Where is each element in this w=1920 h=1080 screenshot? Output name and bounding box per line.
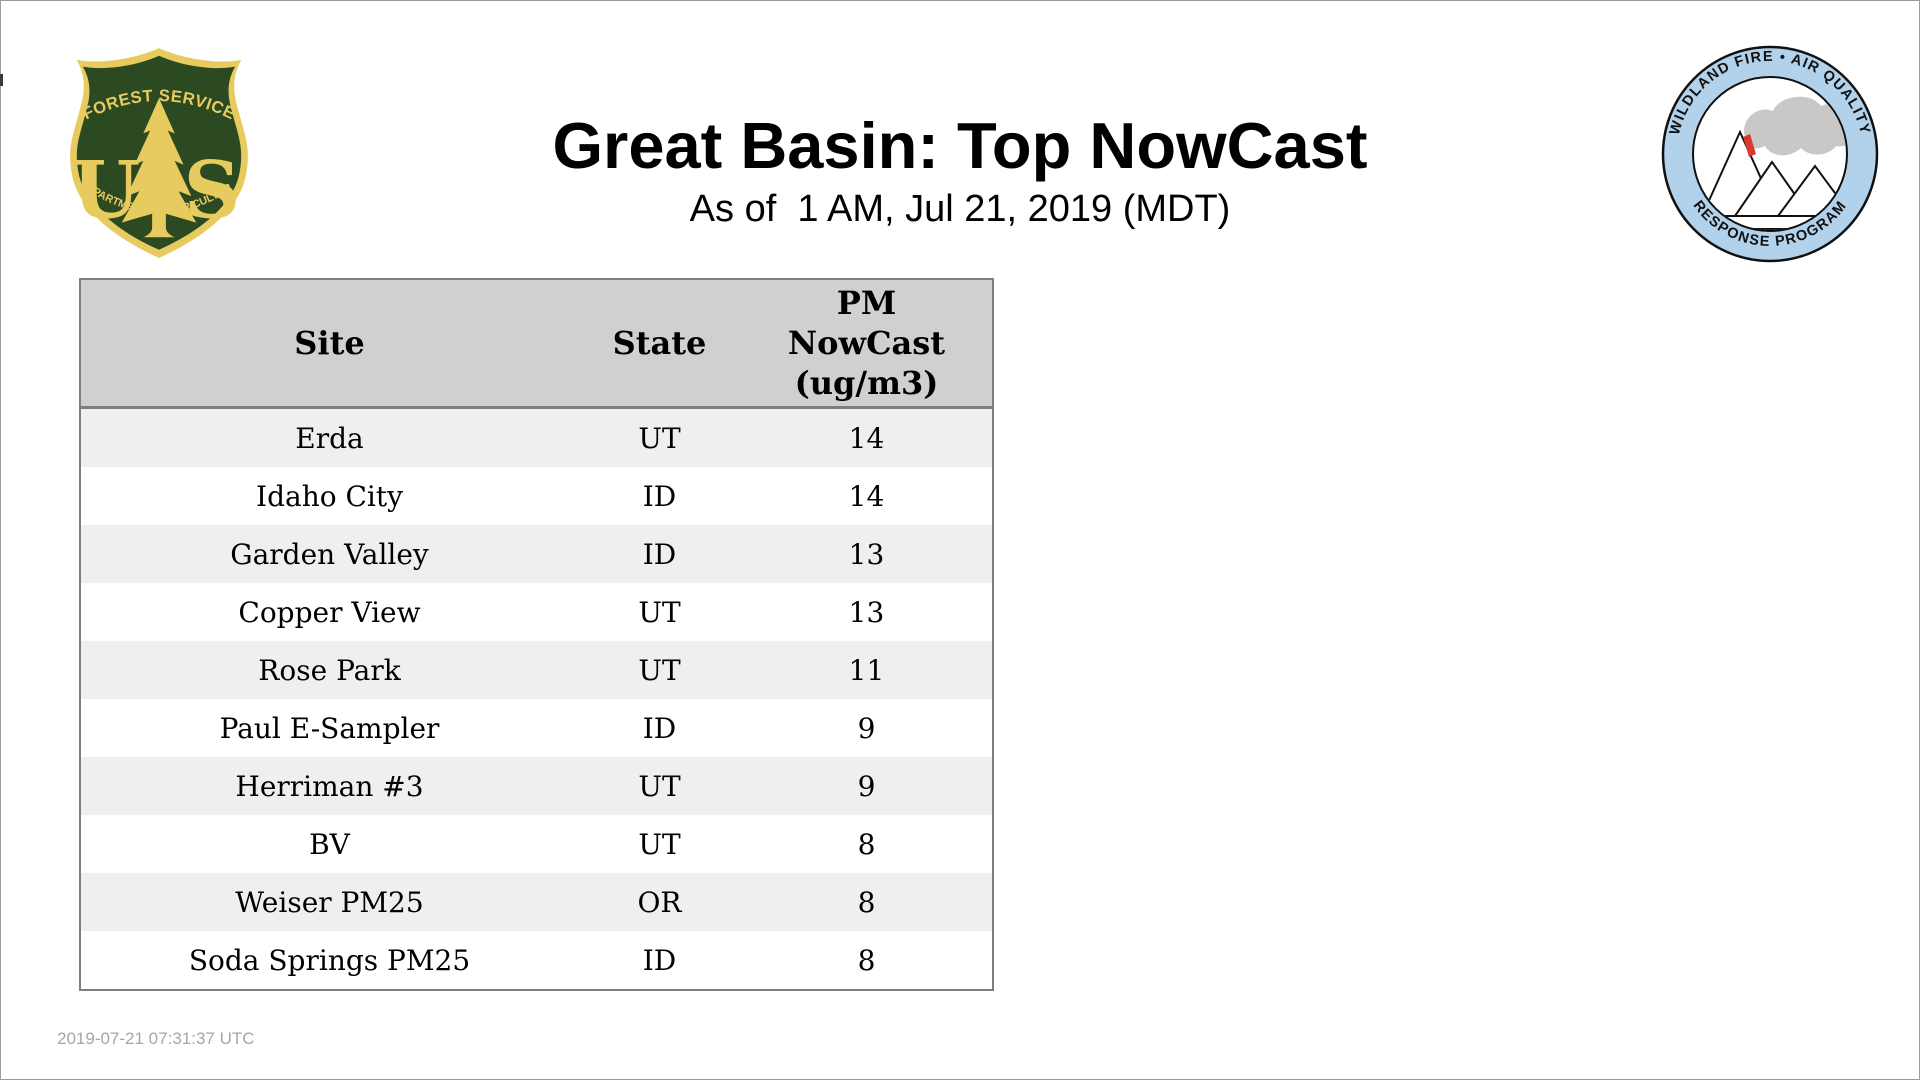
site-cell: BV: [80, 815, 578, 873]
state-cell: UT: [578, 407, 741, 467]
table-row: Idaho City ID 14: [80, 467, 993, 525]
state-cell: ID: [578, 699, 741, 757]
state-cell: ID: [578, 467, 741, 525]
table-row: Erda UT 14: [80, 407, 993, 467]
shield-letter-u: U: [72, 145, 140, 237]
value-cell: 8: [741, 931, 993, 990]
site-cell: Idaho City: [80, 467, 578, 525]
site-cell: Herriman #3: [80, 757, 578, 815]
value-cell: 8: [741, 873, 993, 931]
state-cell: UT: [578, 815, 741, 873]
value-cell: 8: [741, 815, 993, 873]
generation-timestamp: 2019-07-21 07:31:37 UTC: [57, 1029, 255, 1048]
table-row: Rose Park UT 11: [80, 641, 993, 699]
table-row: Copper View UT 13: [80, 583, 993, 641]
column-header-state: State: [578, 279, 741, 409]
nowcast-table: Site State PM NowCast (ug/m3) Erda UT 14…: [79, 278, 994, 991]
value-cell: 11: [741, 641, 993, 699]
column-header-site: Site: [80, 279, 578, 409]
site-cell: Rose Park: [80, 641, 578, 699]
state-cell: UT: [578, 757, 741, 815]
table-row: Herriman #3 UT 9: [80, 757, 993, 815]
value-cell: 14: [741, 467, 993, 525]
value-cell: 13: [741, 525, 993, 583]
forest-service-logo: FOREST SERVICE U S DEPARTMENT OF AGRICUL…: [61, 45, 248, 258]
table-row: Weiser PM25 OR 8: [80, 873, 993, 931]
state-cell: ID: [578, 525, 741, 583]
state-cell: OR: [578, 873, 741, 931]
airfire-logo: WILDLAND FIRE • AIR QUALITY RESPONSE PRO…: [1661, 45, 1879, 263]
table-row: Garden Valley ID 13: [80, 525, 993, 583]
column-header-pm-nowcast: PM NowCast (ug/m3): [741, 279, 993, 409]
window-edge-artifact: [0, 74, 3, 86]
site-cell: Copper View: [80, 583, 578, 641]
table-row: Soda Springs PM25 ID 8: [80, 931, 993, 990]
site-cell: Garden Valley: [80, 525, 578, 583]
fire-mark-icon: [1743, 134, 1756, 157]
page-subtitle: As of 1 AM, Jul 21, 2019 (MDT): [689, 188, 1231, 230]
site-cell: Weiser PM25: [80, 873, 578, 931]
column-header-pm-nowcast-label: PM NowCast (ug/m3): [787, 284, 946, 402]
value-cell: 13: [741, 583, 993, 641]
site-cell: Soda Springs PM25: [80, 931, 578, 990]
value-cell: 14: [741, 407, 993, 467]
table-row: Paul E-Sampler ID 9: [80, 699, 993, 757]
site-cell: Paul E-Sampler: [80, 699, 578, 757]
table-header-row: Site State PM NowCast (ug/m3): [80, 279, 993, 409]
state-cell: UT: [578, 641, 741, 699]
table-row: BV UT 8: [80, 815, 993, 873]
state-cell: UT: [578, 583, 741, 641]
value-cell: 9: [741, 757, 993, 815]
page-title: Great Basin: Top NowCast: [552, 108, 1368, 182]
pine-tree-icon: [121, 98, 197, 238]
smoke-plume: [1744, 96, 1846, 156]
state-cell: ID: [578, 931, 741, 990]
value-cell: 9: [741, 699, 993, 757]
site-cell: Erda: [80, 407, 578, 467]
